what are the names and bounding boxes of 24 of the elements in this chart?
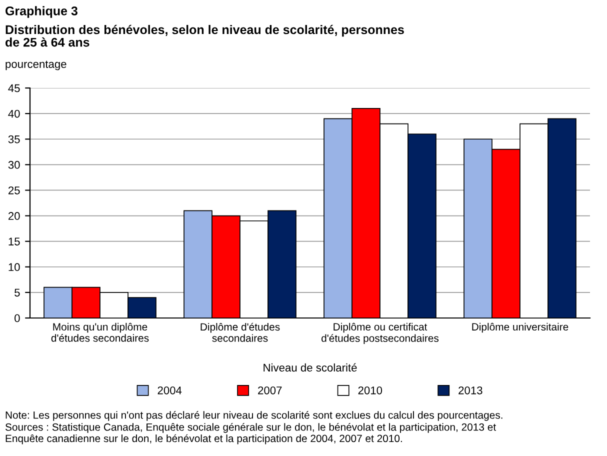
y-tick-label: 45 <box>8 84 20 92</box>
x-tick-label: Moins qu'un diplôme d'études secondaires <box>51 322 149 342</box>
y-tick-label: 15 <box>8 238 20 246</box>
legend-label: 2004 <box>158 386 182 394</box>
x-axis-title: Niveau de scolarité <box>264 363 357 372</box>
x-tick-label: Diplôme d'études secondaires <box>200 322 280 342</box>
chart-subtitle: Distribution des bénévoles, selon le niveau de scolarité, personnes de 25 à 64 ans <box>6 24 404 47</box>
y-axis-title: pourcentage <box>6 60 66 70</box>
chart-title: Graphique 3 <box>6 6 78 18</box>
source-note: Sources : Statistique Canada, Enquête sociale générale sur le don, le bénévolat et la participation, 2013 et Enquête canadienne sur le don, le bénévolat et la participation de 2004, 2007 et 2010. <box>5 423 496 444</box>
y-tick-label: 35 <box>8 135 20 144</box>
x-tick-label: Diplôme ou certificat d'études postsecondaires <box>322 322 439 344</box>
text: Note: Les personnes qui n'ont pas déclaré leur niveau de scolarité sont exclues du calcul des pourcentages. <box>6 411 502 421</box>
y-tick-label: 5 <box>14 288 20 297</box>
y-tick-label: 10 <box>8 263 20 272</box>
legend-label: 2013 <box>458 386 482 394</box>
x-tick-label: Diplôme universitaire <box>472 322 568 333</box>
y-tick-label: 30 <box>8 160 20 169</box>
y-tick-label: 20 <box>8 212 20 220</box>
legend-label: 2007 <box>258 386 282 394</box>
legend-label: 2010 <box>358 386 382 394</box>
y-tick-label: 40 <box>8 110 20 118</box>
y-tick-label: 25 <box>8 186 20 194</box>
y-tick-label: 0 <box>14 314 20 322</box>
